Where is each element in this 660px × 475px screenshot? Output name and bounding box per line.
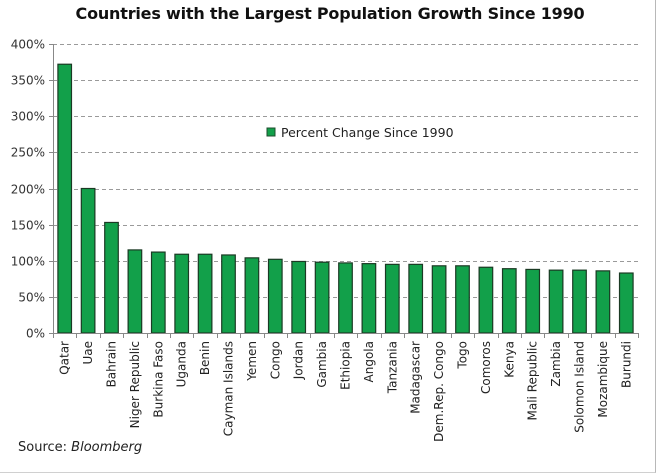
bar-yemen [244, 257, 260, 334]
bar-kenya [501, 268, 517, 334]
y-tick-label: 300% [11, 110, 45, 124]
bar-angola [361, 263, 377, 334]
bar-congo [267, 258, 283, 334]
x-tick-label: Solomon Island [573, 341, 587, 433]
bar-ethiopia [338, 262, 353, 334]
bar-qatar [57, 63, 73, 334]
bar-bahrain [104, 221, 119, 334]
bar-benin [197, 253, 213, 334]
bar-mali-republic [525, 268, 541, 334]
bar-gambia [314, 261, 330, 334]
x-tick-label: Qatar [58, 341, 72, 375]
y-tick-label: 150% [11, 219, 45, 233]
bar-togo [455, 265, 470, 334]
bar-uae [80, 187, 96, 334]
x-tick-label: Cayman Islands [222, 341, 236, 436]
x-tick-label: Tanzania [385, 341, 399, 394]
y-tick-label: 400% [11, 38, 45, 52]
x-tick-label: Mozambique [596, 341, 610, 418]
bar-jordan [291, 260, 307, 334]
x-tick-label: Yemen [245, 341, 259, 382]
bar-madagascar [408, 263, 424, 334]
x-tick-label: Zambia [549, 341, 563, 387]
bar-uganda [174, 253, 190, 334]
x-tick-label: Comoros [479, 341, 493, 394]
bar-dem-rep-congo [431, 265, 447, 334]
source-prefix: Source: [18, 440, 72, 455]
y-tick-label: 250% [11, 146, 45, 160]
x-tick-label: Angola [362, 341, 376, 382]
x-tick-label: Uae [81, 341, 95, 365]
y-tick-label: 350% [11, 74, 45, 88]
x-tick-label: Bahrain [105, 341, 119, 387]
x-tick-label: Mali Republic [526, 341, 540, 420]
bars [57, 63, 634, 334]
bar-zambia [548, 269, 564, 334]
x-tick-label: Ethiopia [339, 341, 353, 390]
x-tick-label: Benin [198, 341, 212, 375]
x-tick-label: Uganda [175, 341, 189, 387]
x-tick-label: Kenya [502, 341, 516, 378]
legend-label: Percent Change Since 1990 [281, 125, 454, 140]
bar-comoros [478, 266, 494, 334]
x-tick-label: Togo [456, 341, 470, 370]
y-axis: 0% 50% 100% 150% 200% 250% 300% 350% 400% [11, 38, 54, 341]
y-tick-label: 50% [18, 291, 45, 305]
x-tick-label: Madagascar [409, 341, 423, 414]
x-tick-label: Burkina Faso [151, 341, 165, 418]
bar-mozambique [595, 270, 611, 334]
legend-swatch [266, 127, 276, 137]
x-tick-label: Jordan [292, 341, 306, 380]
x-tick-label: Congo [268, 341, 282, 379]
bar-solomon-island [572, 269, 587, 334]
y-tick-label: 0% [26, 327, 45, 341]
bar-burundi [618, 272, 634, 334]
x-tick-label: Burundi [619, 341, 633, 388]
bar-cayman-islands [221, 254, 236, 334]
x-axis: Qatar Uae Bahrain Niger Republic Burkina Fas… [53, 333, 639, 442]
x-tick-label: Dem.Rep. Congo [432, 341, 446, 442]
legend: Percent Change Since 1990 [266, 125, 454, 140]
source-note: Source: Bloomberg [18, 440, 142, 455]
source-name: Bloomberg [71, 440, 143, 455]
bar-tanzania [384, 263, 400, 334]
y-tick-label: 200% [11, 183, 45, 197]
x-tick-label: Niger Republic [128, 341, 142, 428]
bar-burkina-faso [150, 251, 166, 334]
x-tick-label: Gambia [315, 341, 329, 388]
chart-title: Countries with the Largest Population Gr… [75, 4, 585, 23]
bar-niger-republic [127, 249, 143, 334]
y-tick-label: 100% [11, 255, 45, 269]
